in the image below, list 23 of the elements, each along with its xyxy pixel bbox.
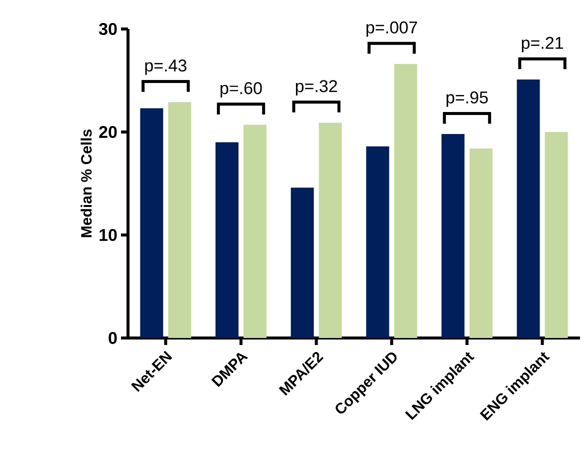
bar — [441, 134, 464, 338]
y-tick-label: 20 — [99, 126, 117, 138]
bar — [216, 142, 238, 338]
y-axis-title: Median % Cells — [80, 130, 92, 238]
annotation: p=.43 — [145, 60, 186, 75]
bar — [366, 146, 390, 338]
bar — [469, 148, 492, 338]
bar — [516, 79, 540, 338]
annotation: p=.007 — [366, 21, 418, 37]
annotation: p=.21 — [522, 36, 563, 52]
annotation: p=.32 — [296, 80, 337, 96]
y-tick-label: 30 — [98, 22, 117, 36]
bar — [168, 102, 192, 338]
bar — [544, 132, 568, 338]
y-tick-label: 10 — [100, 228, 117, 242]
bar — [318, 122, 342, 338]
y-tick-label: 0 — [108, 332, 117, 344]
bar — [244, 124, 266, 338]
bar — [140, 108, 164, 338]
bar — [394, 64, 418, 338]
bar — [290, 188, 314, 338]
annotation: p=.60 — [220, 82, 262, 98]
annotation: p=.95 — [446, 91, 488, 107]
